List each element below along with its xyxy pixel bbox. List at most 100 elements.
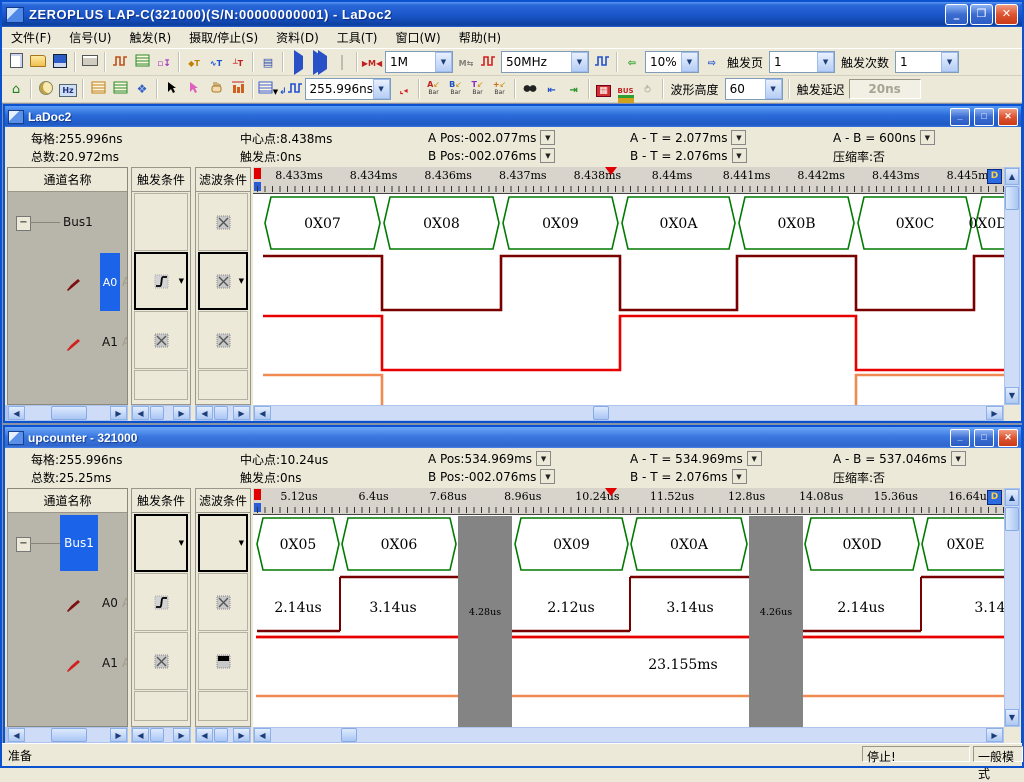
zoom-fit-button[interactable]: ↲ xyxy=(279,78,303,100)
doc2-wave-scroll-right[interactable]: ▶ xyxy=(986,728,1003,742)
sample-rate-icon2-button[interactable] xyxy=(477,51,499,73)
doc1-names-scroll-right[interactable]: ▶ xyxy=(110,406,127,420)
restore-button[interactable]: ❐ xyxy=(970,4,993,25)
pulse-width-statistics-button[interactable] xyxy=(227,78,249,100)
doc1-close-button[interactable]: ✕ xyxy=(998,108,1018,126)
doc2-channel-label-A1[interactable]: A1 xyxy=(102,656,118,670)
doc2-maximize-button[interactable]: □ xyxy=(974,429,994,447)
doc1-a_t-dropdown[interactable]: ▼ xyxy=(731,130,746,145)
doc2-filter-cell-1[interactable] xyxy=(198,573,248,631)
doc1-trigger-cell-dropdown[interactable]: ▼ xyxy=(179,277,184,285)
doc1-filter-cell-dropdown[interactable]: ▼ xyxy=(239,277,244,285)
hand-tool-button[interactable] xyxy=(205,78,227,100)
doc2-trigger-cell-0[interactable]: ▼ xyxy=(134,514,188,572)
menu-file[interactable]: 文件(F) xyxy=(2,26,60,49)
clock-wave-button[interactable] xyxy=(591,51,613,73)
doc2-names-scroll-thumb[interactable] xyxy=(51,728,87,742)
listing-display-button[interactable] xyxy=(109,78,131,100)
doc2-filter-scrollbar[interactable] xyxy=(5,727,7,743)
doc2-trigger-cell-2[interactable] xyxy=(134,632,188,690)
doc1-wave-scroll-up[interactable]: ▲ xyxy=(1005,168,1019,185)
trigger-count-combo[interactable]: 1▼ xyxy=(895,51,959,73)
trigger-page-dropdown-icon[interactable]: ▼ xyxy=(817,52,834,72)
frequency-meter-button[interactable]: Hz xyxy=(57,78,79,100)
doc2-trigger-cell-1[interactable] xyxy=(134,573,188,631)
doc2-trigger-scrollbar[interactable]: ◀▶ xyxy=(131,727,191,743)
minimize-button[interactable]: _ xyxy=(945,4,968,25)
doc1-bus-row[interactable]: −Bus1 xyxy=(8,192,127,252)
trigger-count-dropdown-icon[interactable]: ▼ xyxy=(941,52,958,72)
doc2-wave-scroll-left[interactable]: ◀ xyxy=(254,728,271,742)
save-file-button[interactable] xyxy=(49,51,71,73)
doc2-filter-cell-0[interactable]: ▼ xyxy=(198,514,248,572)
doc1-channel-label-A1[interactable]: A1 xyxy=(102,335,118,349)
menu-data[interactable]: 资料(D) xyxy=(267,26,328,49)
module-settings-button[interactable]: ▤ xyxy=(257,51,279,73)
doc1-wave-scroll-thumb[interactable] xyxy=(593,406,609,420)
doc2-filter-scroll-right[interactable]: ▶ xyxy=(233,728,250,742)
menu-capture-stop[interactable]: 摄取/停止(S) xyxy=(180,26,267,49)
repeat-run-button[interactable] xyxy=(309,51,331,73)
doc1-collapse-bus-button[interactable]: − xyxy=(16,216,31,231)
doc2-filter-scroll-thumb[interactable] xyxy=(214,728,228,742)
close-button[interactable]: ✕ xyxy=(995,4,1018,25)
wave-height-dropdown-icon[interactable]: ▼ xyxy=(765,79,782,99)
doc1-names-scrollbar[interactable]: ◀▶ xyxy=(7,405,128,421)
menu-signal[interactable]: 信号(U) xyxy=(60,26,120,49)
doc1-channel-label-A0[interactable]: A0 xyxy=(100,253,120,311)
signal-trigger-button[interactable]: ∿T xyxy=(205,51,227,73)
doc2-filter-cell-2[interactable] xyxy=(198,632,248,690)
go-previous-button[interactable]: ⇤ xyxy=(541,78,563,100)
doc2-trigger-scroll-thumb[interactable] xyxy=(150,728,164,742)
go-next-button[interactable]: ⇥ xyxy=(563,78,585,100)
doc2-ruler-corner-icon[interactable]: D xyxy=(987,490,1002,505)
doc2-a_pos-dropdown[interactable]: ▼ xyxy=(536,451,551,466)
doc2-a_b-dropdown[interactable]: ▼ xyxy=(951,451,966,466)
doc2-wave-scroll-thumb[interactable] xyxy=(341,728,357,742)
sample-rate-dropdown-icon[interactable]: ▼ xyxy=(571,52,588,72)
doc1-b_pos-dropdown[interactable]: ▼ xyxy=(540,148,555,163)
doc2-bus-row[interactable]: − Bus1 xyxy=(8,513,127,573)
doc2-channel-row-A1[interactable]: A1A1 xyxy=(8,633,127,693)
bus-property-button[interactable] xyxy=(109,51,131,73)
doc2-collapse-bus-button[interactable]: − xyxy=(16,537,31,552)
doc1-filter-scroll-thumb[interactable] xyxy=(214,406,228,420)
doc2-wave-hscrollbar[interactable]: ◀▶ xyxy=(253,727,1004,743)
trigger-property-button[interactable]: ▫↧ xyxy=(153,51,175,73)
doc1-b_t-dropdown[interactable]: ▼ xyxy=(732,148,747,163)
print-button[interactable] xyxy=(79,51,101,73)
doc2-filter-scrollbar[interactable]: ◀▶ xyxy=(195,727,251,743)
doc2-b_pos-dropdown[interactable]: ▼ xyxy=(540,469,555,484)
doc1-a_pos-dropdown[interactable]: ▼ xyxy=(540,130,555,145)
doc2-b_t-dropdown[interactable]: ▼ xyxy=(732,469,747,484)
memory-depth-combo[interactable]: 1M▼ xyxy=(385,51,453,73)
memory-depth-button[interactable]: ▶M◀ xyxy=(361,51,383,73)
doc1-wave-scroll-right[interactable]: ▶ xyxy=(986,406,1003,420)
clock-tool-button[interactable] xyxy=(35,78,57,100)
home-button[interactable]: ⌂ xyxy=(5,78,27,100)
doc1-trigger-scroll-right[interactable]: ▶ xyxy=(173,406,190,420)
doc2-filter-cell-dropdown[interactable]: ▼ xyxy=(239,539,244,547)
find-button[interactable] xyxy=(519,78,541,100)
doc2-bus-label[interactable]: Bus1 xyxy=(60,515,98,571)
doc2-channel-label-A0[interactable]: A0 xyxy=(102,596,118,610)
select-tool-button[interactable] xyxy=(183,78,205,100)
menu-help[interactable]: 帮助(H) xyxy=(450,26,510,49)
doc1-trigger-scrollbar[interactable]: ◀▶ xyxy=(131,405,191,421)
doc1-filter-scroll-left[interactable]: ◀ xyxy=(196,406,213,420)
doc1-filter-cell-2[interactable] xyxy=(198,311,248,369)
doc1-filter-scrollbar[interactable] xyxy=(5,405,7,421)
doc2-trigger-cell-dropdown[interactable]: ▼ xyxy=(179,539,184,547)
menu-trigger[interactable]: 触发(R) xyxy=(120,26,180,49)
sample-rate-combo[interactable]: 50MHz▼ xyxy=(501,51,589,73)
memory-depth-dropdown-icon[interactable]: ▼ xyxy=(435,52,452,72)
doc1-trigger-scroll-thumb[interactable] xyxy=(150,406,164,420)
trigger-pos-right-button[interactable]: ⇨ xyxy=(701,51,723,73)
new-file-button[interactable] xyxy=(5,51,27,73)
doc1-wave-scroll-down[interactable]: ▼ xyxy=(1005,387,1019,404)
